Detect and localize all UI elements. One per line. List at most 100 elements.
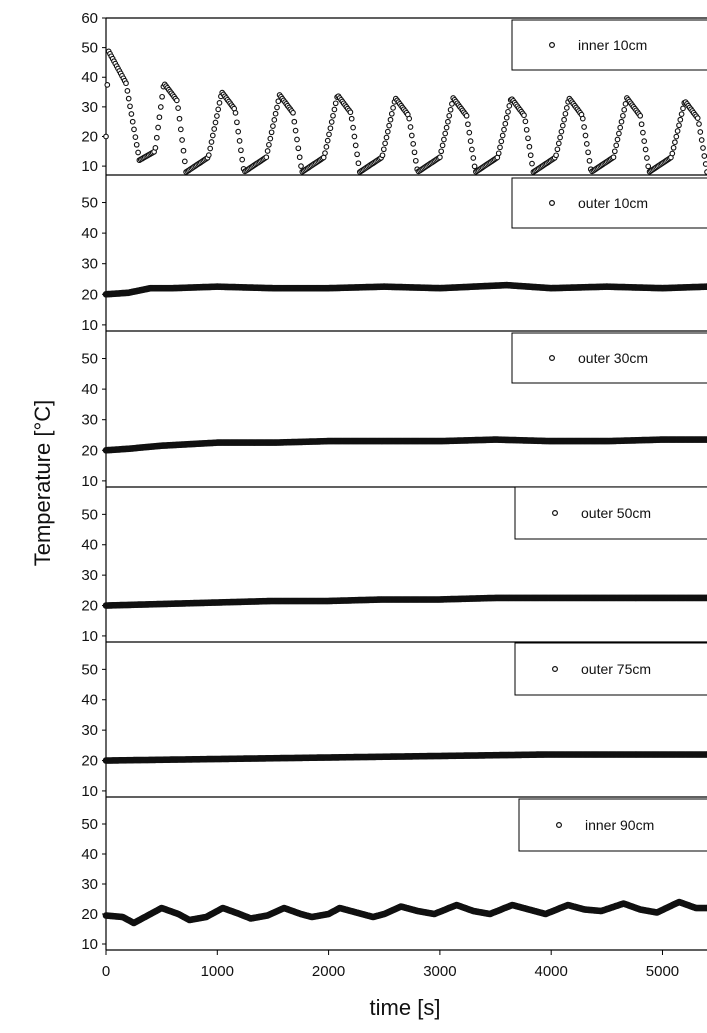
- y-tick-label: 40: [81, 846, 98, 863]
- panel-outer-75cm: 10 20 30 40 50 outer 75cm: [81, 642, 707, 800]
- data-point: [617, 124, 624, 131]
- y-tick-label: 10: [81, 783, 98, 800]
- data-point: [383, 134, 390, 141]
- legend-marker: [551, 510, 558, 517]
- data-point: [466, 129, 473, 136]
- data-point: [135, 149, 141, 156]
- data-point: [330, 112, 336, 119]
- data-point: [236, 138, 243, 144]
- data-point: [611, 148, 618, 155]
- data-point: [179, 137, 185, 143]
- legend: outer 75cm: [514, 642, 707, 696]
- data-point: [439, 142, 446, 149]
- data-point: [267, 135, 274, 142]
- data-point: [499, 132, 506, 139]
- legend: outer 30cm: [511, 332, 707, 384]
- data-point: [581, 124, 587, 130]
- data-point: [701, 153, 707, 159]
- data-point: [644, 155, 650, 161]
- panel-inner-10cm: 10 20 30 40 50 60 inner 10cm: [81, 10, 707, 176]
- data-point: [103, 133, 109, 140]
- data-point: [173, 97, 180, 104]
- y-tick-label: 60: [81, 10, 98, 27]
- legend: outer 10cm: [511, 177, 707, 229]
- legend-label: outer 75cm: [581, 661, 651, 677]
- data-point: [558, 128, 565, 135]
- legend: inner 90cm: [518, 798, 707, 852]
- data-point: [355, 160, 362, 167]
- data-point: [445, 118, 451, 125]
- data-point: [294, 136, 300, 143]
- panel-outer-30cm: 10 20 30 40 50 outer 30cm: [81, 331, 707, 490]
- legend: inner 10cm: [511, 19, 707, 71]
- data-point: [407, 124, 414, 130]
- data-point: [694, 115, 701, 121]
- data-point: [132, 134, 139, 140]
- data-point: [152, 145, 159, 151]
- legend-label: outer 50cm: [581, 505, 651, 521]
- data-point: [553, 152, 559, 159]
- data-point: [298, 163, 304, 169]
- data-point: [697, 129, 704, 135]
- data-point: [638, 121, 645, 128]
- y-tick-label: 30: [81, 256, 98, 273]
- data-point: [156, 114, 163, 121]
- data-point: [525, 135, 531, 142]
- data-point: [209, 132, 216, 139]
- data-point: [388, 110, 395, 117]
- y-tick-label: 50: [81, 351, 98, 368]
- legend-label: inner 90cm: [585, 817, 654, 833]
- data-point: [585, 149, 591, 156]
- data-point: [703, 283, 707, 290]
- data-point: [642, 146, 649, 153]
- data-point: [678, 111, 685, 117]
- data-point: [268, 129, 275, 136]
- data-point: [412, 157, 419, 164]
- data-point: [175, 105, 181, 111]
- data-point: [211, 126, 218, 132]
- data-point: [441, 136, 447, 143]
- data-point: [622, 101, 629, 107]
- data-point: [379, 152, 386, 159]
- data-point: [411, 149, 418, 156]
- y-tick-label: 50: [81, 661, 98, 678]
- data-point: [266, 141, 272, 148]
- data-point: [465, 121, 471, 128]
- x-tick-label: 4000: [534, 963, 567, 980]
- data-point: [700, 145, 706, 151]
- data-point: [586, 157, 593, 164]
- y-tick-label: 30: [81, 567, 98, 584]
- y-tick-label: 40: [81, 381, 98, 398]
- data-point: [354, 151, 360, 158]
- data-point: [555, 140, 562, 147]
- data-point: [616, 130, 622, 137]
- data-point: [207, 145, 214, 152]
- data-point: [501, 126, 507, 133]
- y-tick-label: 10: [81, 158, 98, 175]
- data-point: [238, 147, 244, 154]
- panel-inner-90cm: 10 20 30 40 50 inner 90cm: [81, 797, 707, 953]
- legend-marker: [548, 41, 555, 48]
- y-tick-label: 30: [81, 876, 98, 893]
- data-point: [380, 146, 387, 153]
- data-point: [495, 150, 502, 157]
- data-point: [263, 154, 270, 161]
- data-point: [505, 108, 511, 115]
- y-tick-label: 20: [81, 753, 98, 770]
- legend: outer 50cm: [514, 486, 707, 540]
- data-point: [181, 158, 188, 165]
- data-point: [272, 110, 279, 117]
- data-point: [641, 138, 648, 144]
- data-point: [291, 118, 298, 125]
- data-point: [387, 116, 394, 123]
- data-point: [127, 103, 133, 110]
- data-point: [176, 115, 183, 122]
- y-tick-label: 10: [81, 473, 98, 490]
- data-point: [506, 103, 513, 109]
- data-point: [264, 148, 271, 154]
- data-point: [104, 82, 111, 88]
- data-point: [645, 163, 652, 170]
- data-point: [502, 120, 509, 127]
- data-point: [239, 156, 246, 163]
